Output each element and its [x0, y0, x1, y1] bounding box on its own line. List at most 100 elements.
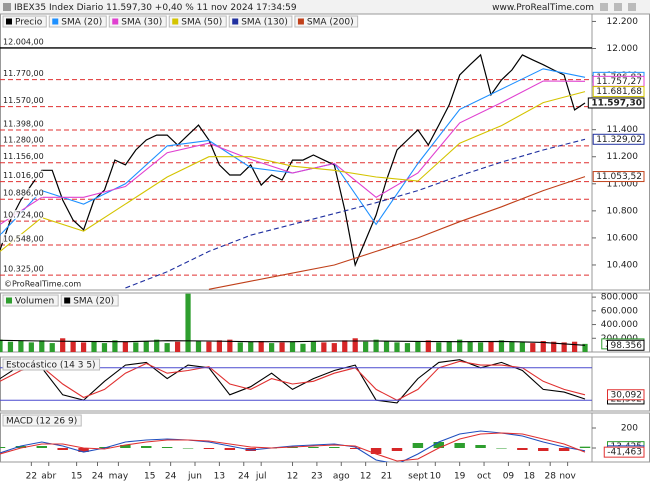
x-tick-label: 19 [454, 472, 466, 482]
x-tick-label: 24 [165, 472, 177, 482]
level-label-bg [1, 134, 43, 144]
bar [496, 448, 507, 449]
bar [383, 341, 390, 352]
bar [538, 448, 549, 451]
level-label: 11.398,00 [3, 119, 44, 128]
legend-box [2, 15, 47, 28]
bar [308, 447, 319, 448]
series-line [0, 430, 586, 462]
level-label-bg [1, 264, 43, 274]
bar [415, 341, 421, 352]
bar [101, 343, 108, 352]
bar [433, 442, 444, 448]
bar [237, 342, 243, 352]
legend-swatch [52, 18, 59, 25]
bar [509, 341, 515, 352]
plot-area [0, 359, 586, 404]
bar [425, 340, 431, 352]
bar [182, 448, 194, 449]
legend-swatch [297, 18, 304, 25]
bar [436, 342, 442, 352]
bar [540, 341, 546, 352]
bar [329, 447, 340, 448]
bar [300, 343, 306, 352]
value-badge [592, 171, 645, 183]
plot-area [0, 430, 591, 462]
window-button[interactable] [614, 3, 622, 11]
x-tick-label: nov [559, 472, 576, 482]
bar [454, 443, 465, 448]
bar [373, 339, 379, 352]
bar [39, 340, 45, 352]
bar [571, 341, 578, 352]
x-tick-label: 24 [238, 472, 250, 482]
bar [289, 341, 296, 352]
bar [141, 446, 152, 448]
level-label-bg [1, 210, 43, 220]
source: www.ProRealTime.com [492, 3, 594, 13]
bar [363, 341, 369, 352]
value-badge-label: 98.356 [611, 341, 643, 351]
y-tick-label: 200 [621, 424, 638, 434]
legend-label: SMA (20) [73, 297, 114, 307]
level-label-bg [1, 68, 43, 78]
bar [551, 341, 557, 352]
y-tick-label: 400.000 [601, 320, 638, 330]
bar [467, 341, 473, 352]
level-label-bg [1, 233, 43, 243]
y-tick-label: 10.800 [607, 206, 639, 216]
legend-label: SMA (130) [241, 18, 288, 28]
series-line [0, 359, 586, 404]
x-tick-label: 09 [503, 472, 515, 482]
y-tick-label: 12.200 [607, 17, 639, 27]
value-badge-label: 11.757,27 [596, 77, 642, 87]
watermark: ©ProRealTime.com [4, 280, 81, 289]
level-label-bg [1, 151, 43, 161]
bar [279, 342, 285, 352]
bar [475, 445, 486, 448]
y-tick-label: 600.000 [601, 306, 638, 316]
header-icon[interactable] [3, 3, 11, 11]
y-tick-label: 11.400 [607, 125, 639, 135]
bar [60, 338, 66, 352]
bar [331, 343, 337, 352]
value-badge-label: 11.053,52 [596, 172, 642, 182]
series-line [0, 91, 586, 252]
bar [161, 447, 173, 448]
bar [203, 448, 215, 449]
x-tick-label: 15 [144, 472, 155, 482]
level-label: 12.004,00 [3, 37, 44, 46]
x-tick-label: 18 [524, 472, 536, 482]
series-line [0, 339, 586, 346]
value-badge [592, 86, 645, 98]
bar [80, 342, 87, 352]
bar [227, 339, 233, 352]
bar [477, 342, 484, 352]
bar [0, 447, 6, 448]
level-label: 11.770,00 [3, 69, 44, 78]
bar [174, 341, 181, 352]
bar [36, 446, 48, 448]
legend-box [294, 15, 359, 28]
window-button[interactable] [600, 3, 608, 11]
bar [258, 341, 264, 352]
bar [122, 341, 128, 352]
y-tick-label: 800.000 [601, 293, 638, 303]
legend-label: MACD (12 26 9) [6, 417, 77, 427]
legend-box [168, 15, 227, 28]
bar [488, 341, 494, 352]
x-tick-label: jun [187, 472, 202, 482]
value-badge-label: 30,092 [611, 390, 643, 400]
level-label-bg [1, 36, 43, 46]
legend-label: Volumen [15, 297, 54, 307]
header-bar [0, 0, 650, 14]
bar [394, 342, 400, 352]
value-badge-label: 11.597,30 [591, 98, 642, 108]
window-button[interactable] [628, 3, 636, 11]
value-badge [607, 339, 645, 351]
bar [18, 341, 24, 352]
bar [7, 341, 14, 352]
x-tick-label: 24 [92, 472, 104, 482]
